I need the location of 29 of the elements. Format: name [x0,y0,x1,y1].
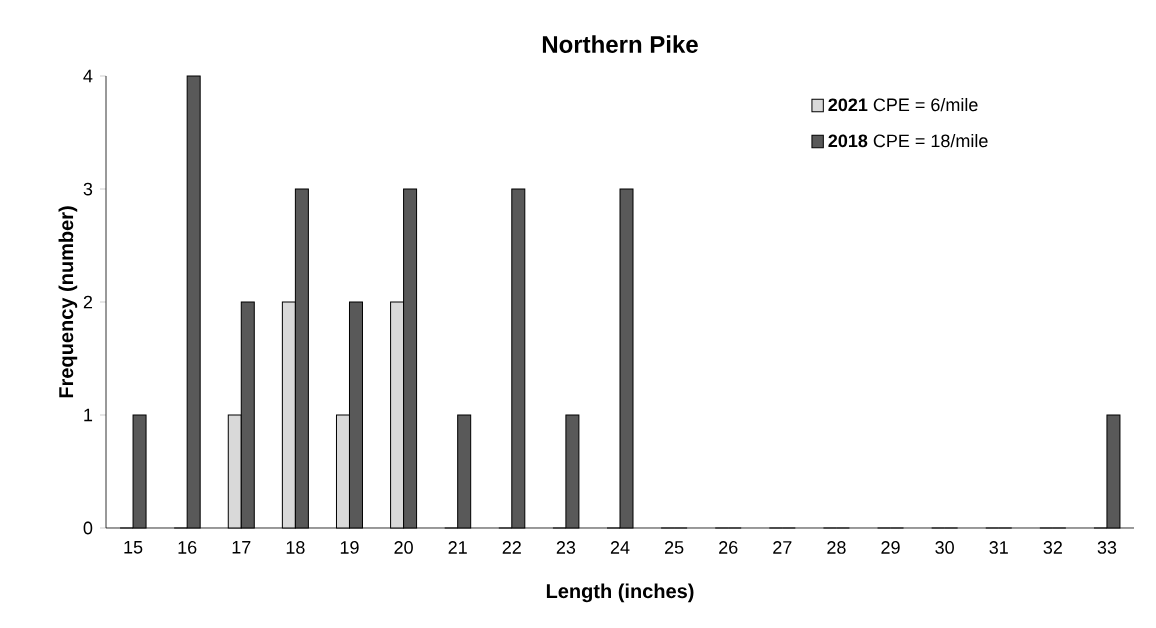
x-tick-label: 33 [1097,541,1117,554]
x-tick-label: 21 [448,541,467,554]
x-tick-label: 32 [1043,541,1062,554]
x-tick-label: 15 [124,541,143,554]
y-tick-label: 3 [83,182,93,196]
x-tick-label: 24 [610,541,630,554]
x-tick-label: 31 [989,541,1008,554]
x-tick-label: 26 [719,541,738,554]
x-tick-label: 16 [178,541,197,554]
x-tick-label: 23 [556,541,576,554]
legend-label: 2021 CPE = 6/mile [828,97,978,112]
y-tick-label: 0 [83,521,93,535]
y-tick-label: 1 [84,408,93,422]
y-tick-label: 2 [83,295,93,309]
x-tick-label: 27 [773,541,792,554]
legend-label: 2018 CPE = 18/mile [828,134,988,148]
x-tick-label: 17 [232,541,251,554]
x-tick-label: 18 [286,541,305,554]
y-axis-title: Frequency (number) [58,206,78,398]
x-axis-title: Length (inches) [546,583,694,603]
x-tick-label: 29 [881,541,900,554]
x-tick-label: 30 [935,541,954,554]
chart-title: Northern Pike [542,35,698,53]
x-tick-label: 20 [394,541,413,554]
x-tick-label: 28 [827,541,846,554]
x-tick-label: 19 [340,541,359,554]
x-tick-label: 22 [502,541,521,554]
y-tick-label: 4 [83,69,93,83]
x-tick-label: 25 [665,541,684,554]
